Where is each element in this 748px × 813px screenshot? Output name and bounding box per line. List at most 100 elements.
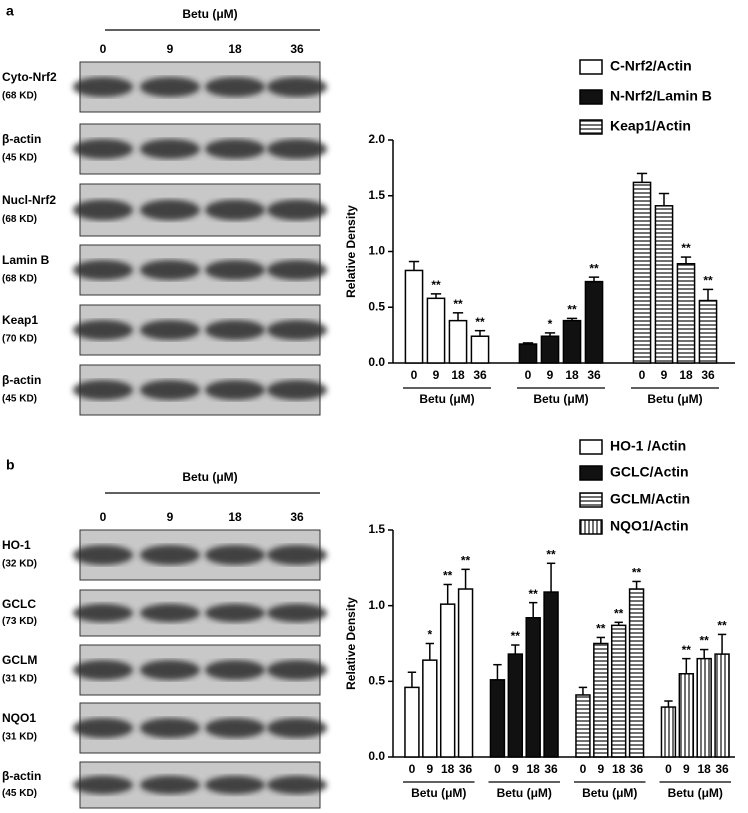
blot-band <box>267 545 327 565</box>
x-tick-label: 18 <box>451 368 465 382</box>
legend-label: GCLM/Actin <box>610 491 690 507</box>
y-tick-label: 1.0 <box>368 598 385 612</box>
x-tick-label: 18 <box>612 762 626 776</box>
x-tick-label: 36 <box>630 762 644 776</box>
bar <box>439 603 456 758</box>
bar <box>404 686 420 758</box>
x-tick-label: 9 <box>426 762 433 776</box>
legend-label: N-Nrf2/Lamin B <box>610 88 712 104</box>
blot-band <box>205 380 265 400</box>
x-axis-label: Betu (μM) <box>647 392 702 406</box>
x-tick-label: 36 <box>715 762 729 776</box>
bar <box>584 280 604 364</box>
bar <box>518 343 538 364</box>
blot-band <box>73 320 133 340</box>
bar <box>660 706 677 758</box>
x-tick-label: 0 <box>494 762 501 776</box>
x-axis-label: Betu (μM) <box>582 786 637 800</box>
lane-label: 0 <box>100 42 107 56</box>
x-tick-label: 36 <box>701 368 715 382</box>
bar <box>610 624 627 758</box>
lane-label: 18 <box>228 510 242 524</box>
y-tick-label: 1.5 <box>368 188 385 202</box>
bar <box>489 679 506 758</box>
bar <box>632 181 652 364</box>
x-axis-label: Betu (μM) <box>668 786 723 800</box>
x-tick-label: 36 <box>473 368 487 382</box>
bar <box>543 591 559 758</box>
blot-band <box>140 380 200 400</box>
blot-band <box>73 545 133 565</box>
blot-band <box>140 660 200 680</box>
blot-row-size: (45 KD) <box>2 788 37 799</box>
bar <box>562 319 582 364</box>
blot-row-size: (68 KD) <box>2 274 37 285</box>
bar <box>654 205 674 364</box>
blot-row-name: NQO1 <box>2 711 36 725</box>
legend-swatch <box>579 492 603 508</box>
blot-band <box>140 139 200 159</box>
blot-row-size: (70 KD) <box>2 334 37 345</box>
y-tick-label: 0.0 <box>368 355 385 369</box>
blot-band <box>140 718 200 738</box>
significance-label: ** <box>596 622 606 636</box>
x-tick-label: 0 <box>411 368 418 382</box>
legend-label: GCLC/Actin <box>610 464 689 480</box>
bar <box>628 588 645 758</box>
blot-row-name: Keap1 <box>2 313 38 327</box>
significance-label: ** <box>461 554 471 568</box>
bar <box>448 319 468 364</box>
x-tick-label: 0 <box>525 368 532 382</box>
significance-label: ** <box>511 629 521 643</box>
y-tick-label: 2.0 <box>368 132 385 146</box>
blot-band <box>205 660 265 680</box>
significance-label: ** <box>431 278 441 292</box>
blot-row-size: (31 KD) <box>2 674 37 685</box>
significance-label: ** <box>614 606 624 620</box>
blot-band <box>267 718 327 738</box>
blot-band <box>205 718 265 738</box>
y-tick-label: 0.5 <box>368 299 385 313</box>
legend-swatch <box>579 59 603 75</box>
x-tick-label: 18 <box>679 368 693 382</box>
blot-row-name: Nucl-Nrf2 <box>2 193 56 207</box>
lane-label: 18 <box>228 42 242 56</box>
x-tick-label: 9 <box>512 762 519 776</box>
bar <box>593 642 609 758</box>
blot-band <box>205 775 265 795</box>
bar <box>507 653 524 758</box>
blot-band <box>73 199 133 221</box>
bar <box>457 588 474 758</box>
x-tick-label: 9 <box>683 762 690 776</box>
blot-row-name: GCLC <box>2 597 36 611</box>
significance-label: ** <box>443 569 453 583</box>
panel-label: b <box>6 457 15 473</box>
y-tick-label: 0.0 <box>368 749 385 763</box>
y-axis-label: Relative Density <box>344 205 358 298</box>
bar <box>470 335 490 364</box>
blot-band <box>73 718 133 738</box>
legend-swatch <box>579 119 603 135</box>
x-tick-label: 36 <box>544 762 558 776</box>
blot-row-size: (68 KD) <box>2 91 37 102</box>
lane-label: 9 <box>167 42 174 56</box>
blot-row-size: (32 KD) <box>2 559 37 570</box>
blot-header: Betu (μM) <box>182 7 237 21</box>
x-axis-label: Betu (μM) <box>497 786 552 800</box>
blot-row-name: Cyto-Nrf2 <box>2 70 57 84</box>
legend-label: HO-1 /Actin <box>610 438 686 454</box>
lane-label: 36 <box>290 510 304 524</box>
significance-label: ** <box>529 587 539 601</box>
significance-label: * <box>427 628 432 642</box>
blot-band <box>267 320 327 340</box>
significance-label: ** <box>546 547 556 561</box>
significance-label: ** <box>703 274 713 288</box>
legend-label: C-Nrf2/Actin <box>610 58 692 74</box>
blot-band <box>267 660 327 680</box>
x-tick-label: 18 <box>565 368 579 382</box>
x-axis-label: Betu (μM) <box>411 786 466 800</box>
blot-band <box>73 260 133 280</box>
y-tick-label: 0.5 <box>368 674 385 688</box>
significance-label: ** <box>632 566 642 580</box>
blot-row-size: (45 KD) <box>2 394 37 405</box>
